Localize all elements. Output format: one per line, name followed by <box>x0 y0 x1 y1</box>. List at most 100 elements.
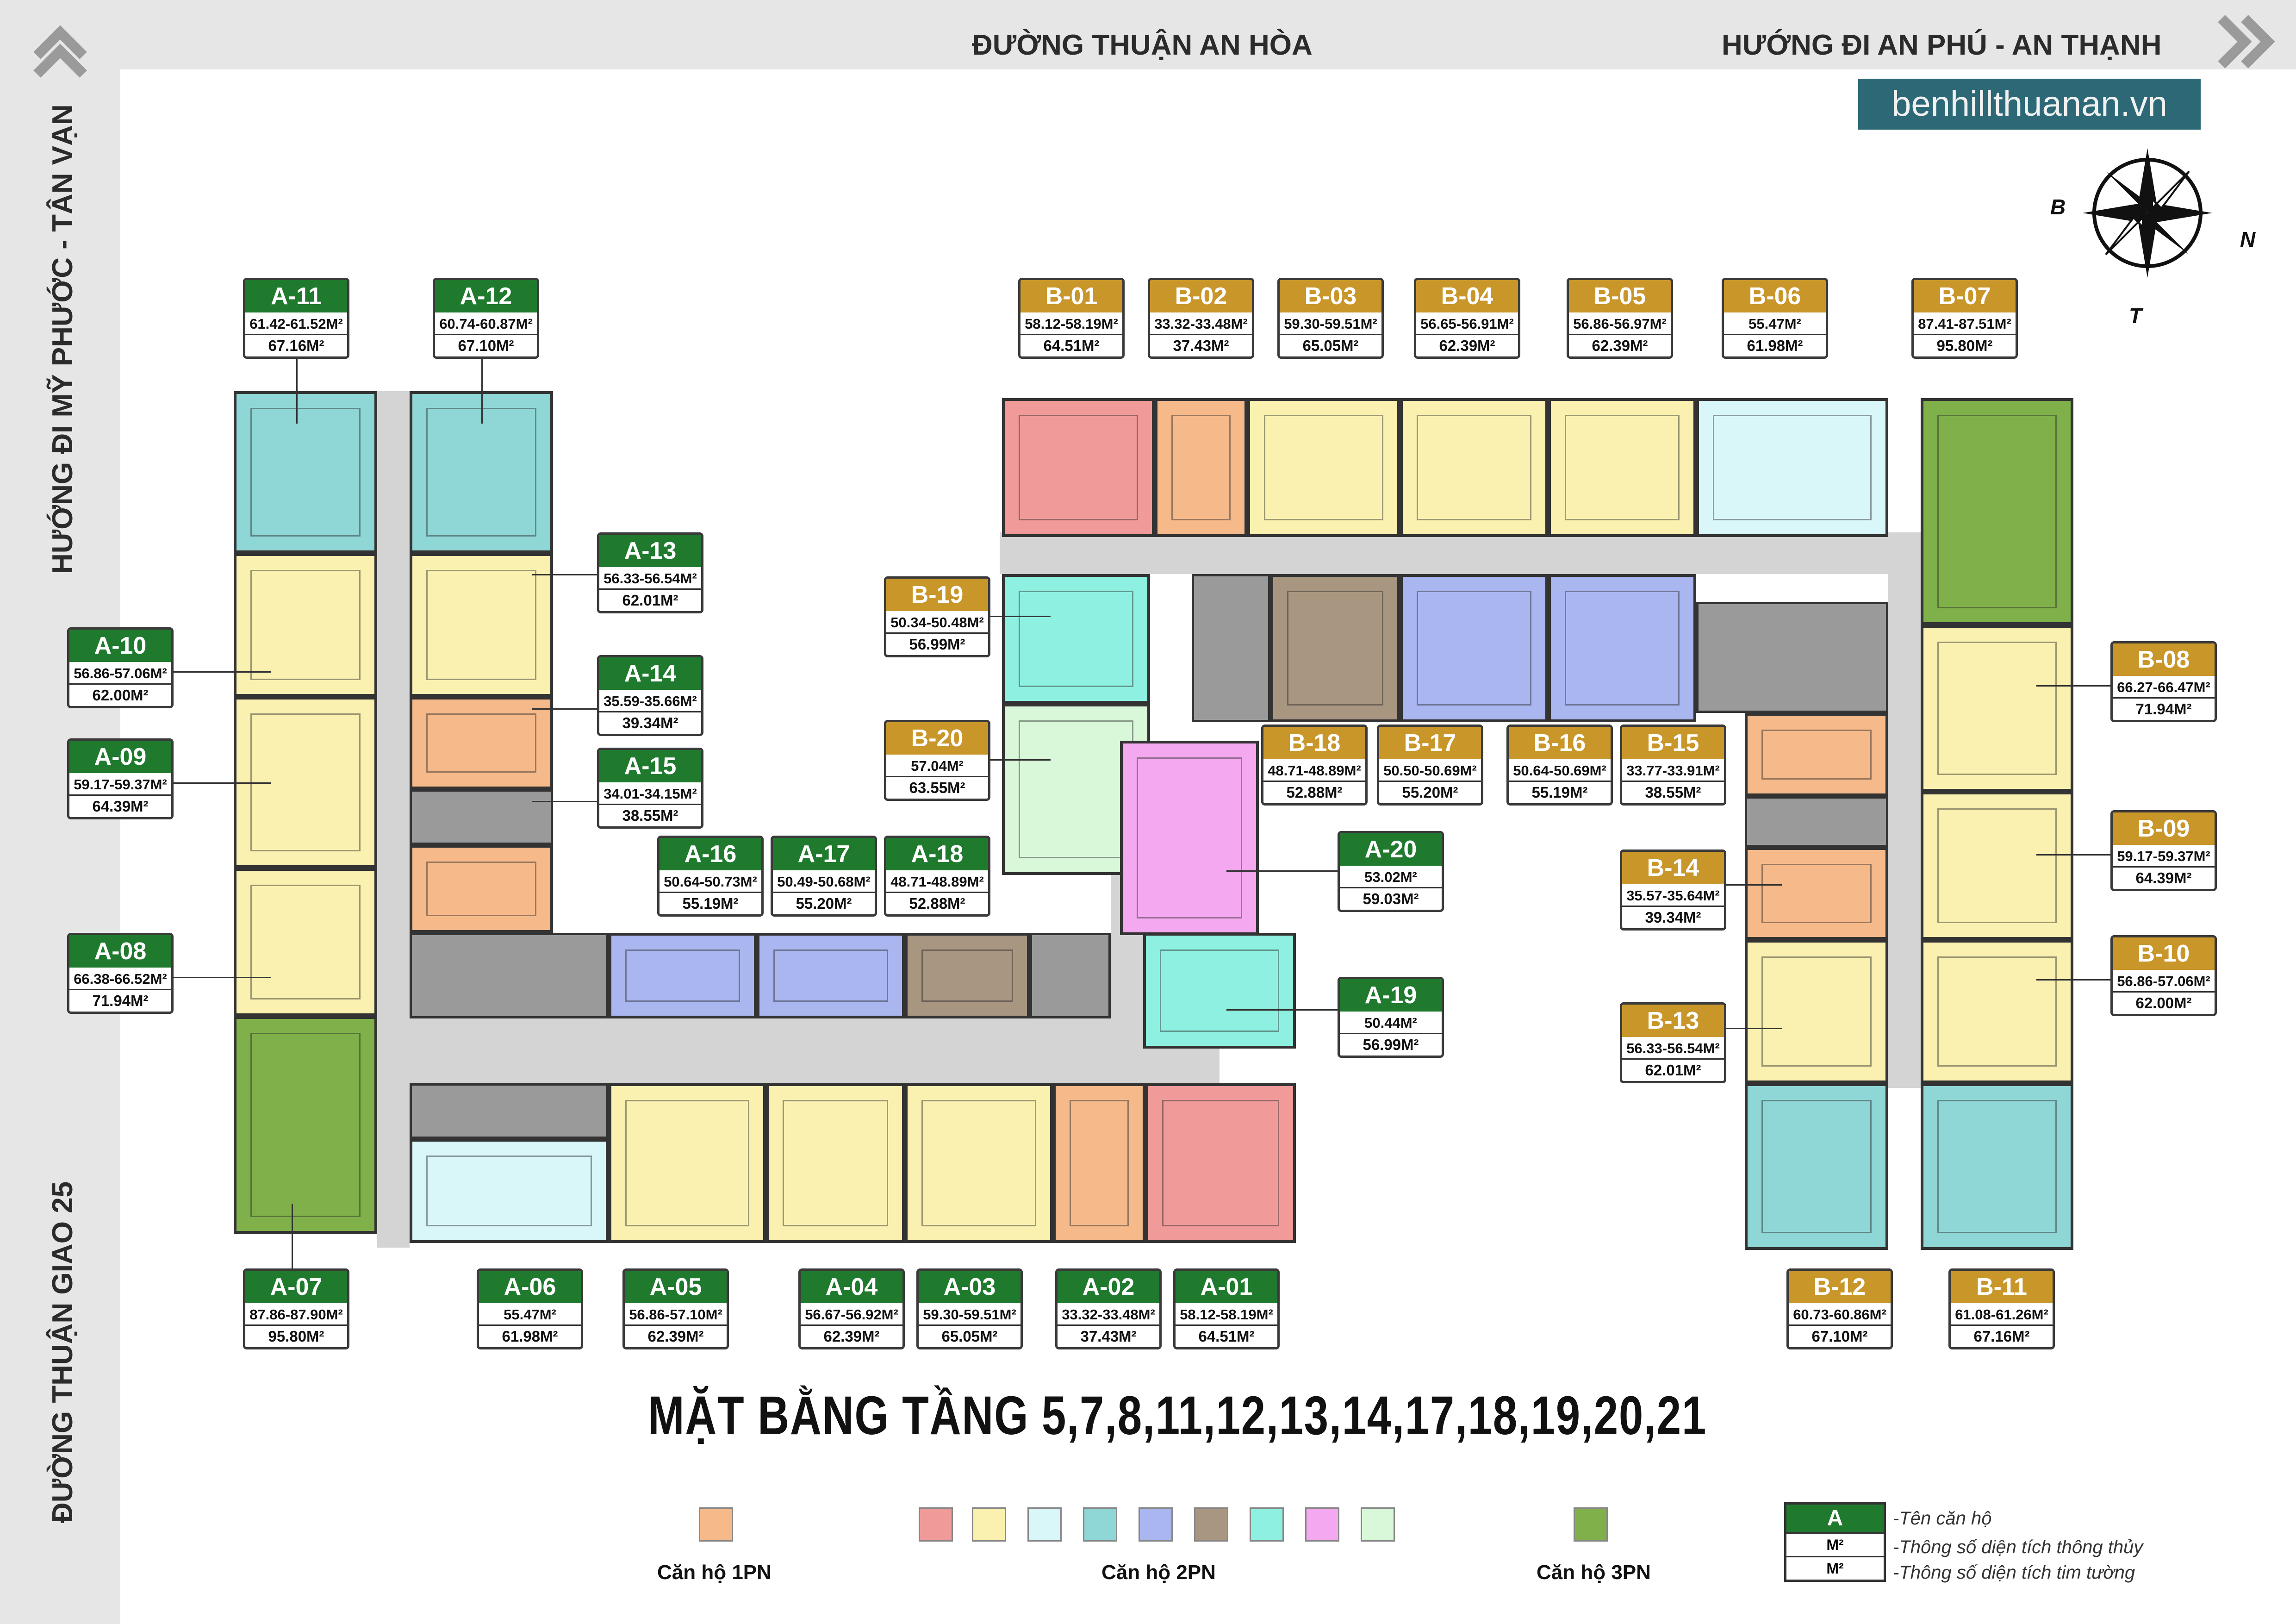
label-b-20[interactable]: B-20 57.04M² 63.55M² <box>884 720 990 801</box>
label-a-07-gross: 95.80M² <box>268 1328 324 1345</box>
brand-banner[interactable]: benhillthuanan.vn <box>1858 79 2201 130</box>
label-b-17[interactable]: B-17 50.50-50.69M² 55.20M² <box>1377 725 1483 806</box>
label-a-01[interactable]: A-01 58.12-58.19M² 64.51M² <box>1173 1268 1280 1349</box>
unit-b-07[interactable] <box>1921 398 2073 625</box>
unit-a-07[interactable] <box>234 1016 377 1234</box>
label-a-12[interactable]: A-12 60.74-60.87M² 67.10M² <box>433 278 539 359</box>
unit-a-13[interactable] <box>410 553 553 697</box>
unit-a-10[interactable] <box>234 553 377 697</box>
label-b-18[interactable]: B-18 48.71-48.89M² 52.88M² <box>1261 725 1368 806</box>
unit-a-16[interactable] <box>609 933 757 1018</box>
label-b-12[interactable]: B-12 60.73-60.86M² 67.10M² <box>1786 1268 1893 1349</box>
label-a-05-net: 56.86-57.10M² <box>625 1303 727 1326</box>
label-b-05[interactable]: B-05 56.86-56.97M² 62.39M² <box>1567 278 1673 359</box>
label-a-03-name: A-03 <box>919 1271 1020 1303</box>
label-a-14[interactable]: A-14 35.59-35.66M² 39.34M² <box>597 655 703 736</box>
label-a-18[interactable]: A-18 48.71-48.89M² 52.88M² <box>884 836 990 917</box>
label-b-18-name: B-18 <box>1263 727 1365 759</box>
unit-a-19[interactable] <box>1143 933 1296 1049</box>
label-b-19[interactable]: B-19 50.34-50.48M² 56.99M² <box>884 576 990 657</box>
label-a-12-name: A-12 <box>435 280 537 312</box>
leader-a-11 <box>296 354 298 424</box>
label-a-06[interactable]: A-06 55.47M² 61.98M² <box>477 1268 583 1349</box>
label-a-16[interactable]: A-16 50.64-50.73M² 55.19M² <box>657 836 764 917</box>
label-b-13[interactable]: B-13 56.33-56.54M² 62.01M² <box>1620 1002 1726 1083</box>
label-a-08[interactable]: A-08 66.38-66.52M² 71.94M² <box>67 933 174 1014</box>
unit-b-11[interactable] <box>1921 1083 2073 1250</box>
label-a-02[interactable]: A-02 33.32-33.48M² 37.43M² <box>1055 1268 1162 1349</box>
swatch-2pn-brown <box>1194 1507 1228 1542</box>
unit-a-15[interactable] <box>410 845 553 933</box>
label-b-02[interactable]: B-02 33.32-33.48M² 37.43M² <box>1148 278 1254 359</box>
label-b-10-gross: 62.00M² <box>2135 994 2192 1012</box>
unit-b-09[interactable] <box>1921 792 2073 940</box>
label-a-07[interactable]: A-07 87.86-87.90M² 95.80M² <box>243 1268 349 1349</box>
unit-a-06[interactable] <box>410 1139 609 1243</box>
label-a-14-net: 35.59-35.66M² <box>599 690 701 712</box>
label-b-11-gross: 67.16M² <box>1973 1328 2030 1345</box>
label-b-15[interactable]: B-15 33.77-33.91M² 38.55M² <box>1620 725 1726 806</box>
label-a-15[interactable]: A-15 34.01-34.15M² 38.55M² <box>597 748 703 829</box>
label-b-11-net: 61.08-61.26M² <box>1951 1303 2053 1326</box>
label-a-03[interactable]: A-03 59.30-59.51M² 65.05M² <box>916 1268 1023 1349</box>
unit-a-03[interactable] <box>905 1083 1053 1243</box>
label-a-17[interactable]: A-17 50.49-50.68M² 55.20M² <box>771 836 877 917</box>
label-b-09[interactable]: B-09 59.17-59.37M² 64.39M² <box>2110 810 2217 891</box>
leader-b-13 <box>1722 1028 1782 1029</box>
label-b-16[interactable]: B-16 50.64-50.69M² 55.19M² <box>1506 725 1613 806</box>
unit-a-04[interactable] <box>766 1083 905 1243</box>
unit-b-15[interactable] <box>1745 713 1888 796</box>
unit-b-03[interactable] <box>1247 398 1400 537</box>
unit-b-10[interactable] <box>1921 940 2073 1083</box>
unit-b-18[interactable] <box>1270 574 1400 722</box>
label-a-05[interactable]: A-05 56.86-57.10M² 62.39M² <box>622 1268 729 1349</box>
unit-a-14[interactable] <box>410 697 553 789</box>
label-a-20[interactable]: A-20 53.02M² 59.03M² <box>1338 831 1444 912</box>
unit-a-08[interactable] <box>234 868 377 1016</box>
label-a-11[interactable]: A-11 61.42-61.52M² 67.16M² <box>243 278 349 359</box>
unit-a-01[interactable] <box>1145 1083 1296 1243</box>
unit-b-19[interactable] <box>1002 574 1150 704</box>
unit-b-14[interactable] <box>1745 847 1888 940</box>
label-b-08[interactable]: B-08 66.27-66.47M² 71.94M² <box>2110 641 2217 722</box>
unit-a-02[interactable] <box>1053 1083 1145 1243</box>
unit-b-01[interactable] <box>1002 398 1155 537</box>
label-b-14[interactable]: B-14 35.57-35.64M² 39.34M² <box>1620 849 1726 931</box>
label-a-12-gross: 67.10M² <box>458 337 514 354</box>
label-a-19[interactable]: A-19 50.44M² 56.99M² <box>1338 977 1444 1058</box>
label-b-04[interactable]: B-04 56.65-56.91M² 62.39M² <box>1414 278 1520 359</box>
unit-a-17[interactable] <box>757 933 905 1018</box>
unit-a-11[interactable] <box>234 391 377 553</box>
label-b-07[interactable]: B-07 87.41-87.51M² 95.80M² <box>1911 278 2018 359</box>
label-a-10[interactable]: A-10 56.86-57.06M² 62.00M² <box>67 627 174 708</box>
unit-a-05[interactable] <box>609 1083 766 1243</box>
label-b-15-net: 33.77-33.91M² <box>1622 759 1724 782</box>
label-a-04-name: A-04 <box>801 1271 902 1303</box>
unit-b-08[interactable] <box>1921 625 2073 792</box>
label-a-13[interactable]: A-13 56.33-56.54M² 62.01M² <box>597 532 703 613</box>
label-b-11[interactable]: B-11 61.08-61.26M² 67.16M² <box>1948 1268 2055 1349</box>
label-b-06[interactable]: B-06 55.47M² 61.98M² <box>1722 278 1828 359</box>
label-a-09[interactable]: A-09 59.17-59.37M² 64.39M² <box>67 738 174 819</box>
label-a-04[interactable]: A-04 56.67-56.92M² 62.39M² <box>798 1268 905 1349</box>
label-a-13-gross: 62.01M² <box>622 592 678 609</box>
unit-a-20[interactable] <box>1120 741 1259 935</box>
unit-a-18[interactable] <box>905 933 1030 1018</box>
unit-b-16[interactable] <box>1548 574 1696 722</box>
unit-b-17[interactable] <box>1400 574 1548 722</box>
unit-b-12[interactable] <box>1745 1083 1888 1250</box>
unit-b-05[interactable] <box>1548 398 1696 537</box>
label-b-01[interactable]: B-01 58.12-58.19M² 64.51M² <box>1018 278 1125 359</box>
unit-b-04[interactable] <box>1400 398 1548 537</box>
label-a-16-gross: 55.19M² <box>682 895 739 912</box>
label-b-06-gross: 61.98M² <box>1747 337 1803 354</box>
stair-core-a <box>410 789 553 845</box>
label-b-03[interactable]: B-03 59.30-59.51M² 65.05M² <box>1277 278 1384 359</box>
unit-b-13[interactable] <box>1745 940 1888 1083</box>
unit-b-02[interactable] <box>1155 398 1247 537</box>
unit-b-06[interactable] <box>1696 398 1888 537</box>
label-a-04-net: 56.67-56.92M² <box>801 1303 902 1326</box>
leader-b-08 <box>2036 685 2110 687</box>
label-b-10[interactable]: B-10 56.86-57.06M² 62.00M² <box>2110 935 2217 1016</box>
label-a-03-gross: 65.05M² <box>941 1328 998 1345</box>
